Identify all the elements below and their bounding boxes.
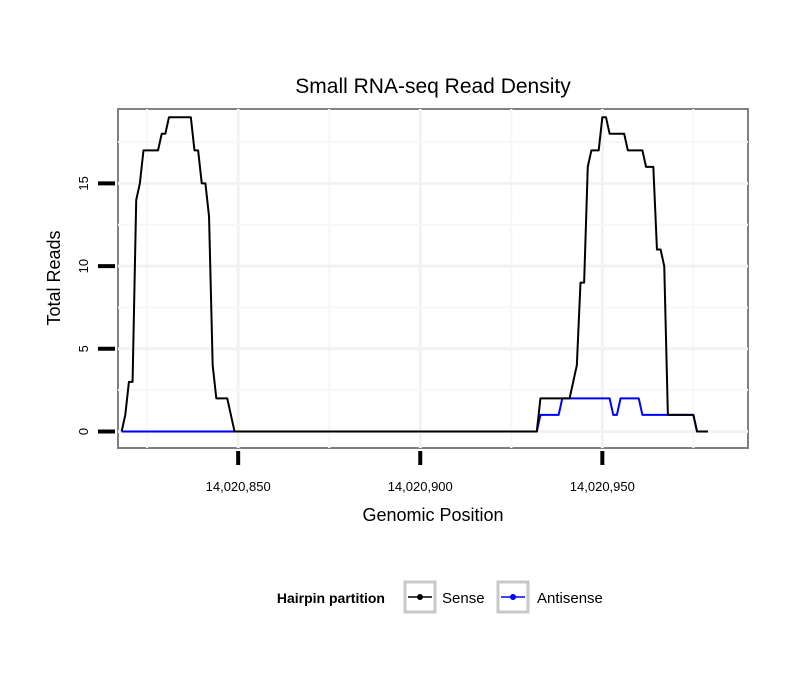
x-axis-label: Genomic Position <box>362 505 503 525</box>
y-tick-label: 5 <box>76 345 91 352</box>
y-tick-label: 15 <box>76 176 91 190</box>
x-axis: 14,020,850 14,020,900 14,020,950 <box>206 451 635 494</box>
series-layer <box>120 116 708 433</box>
y-axis-label: Total Reads <box>44 230 64 325</box>
legend-sense-point <box>417 594 423 600</box>
series-line-sense <box>120 116 708 433</box>
y-axis: 0 5 10 15 <box>76 176 115 435</box>
legend-label-antisense: Antisense <box>537 590 603 607</box>
legend-label-sense: Sense <box>442 590 485 607</box>
x-tick-label: 14,020,900 <box>388 479 453 494</box>
legend-title: Hairpin partition <box>277 590 385 606</box>
y-tick-label: 0 <box>76 428 91 435</box>
x-tick-label: 14,020,950 <box>570 479 635 494</box>
legend-antisense-point <box>510 594 516 600</box>
x-tick-label: 14,020,850 <box>206 479 271 494</box>
chart-title: Small RNA-seq Read Density <box>295 75 571 98</box>
plot-panel <box>117 108 749 449</box>
legend: Hairpin partition Sense Antisense <box>277 580 603 614</box>
y-tick-label: 10 <box>76 259 91 273</box>
